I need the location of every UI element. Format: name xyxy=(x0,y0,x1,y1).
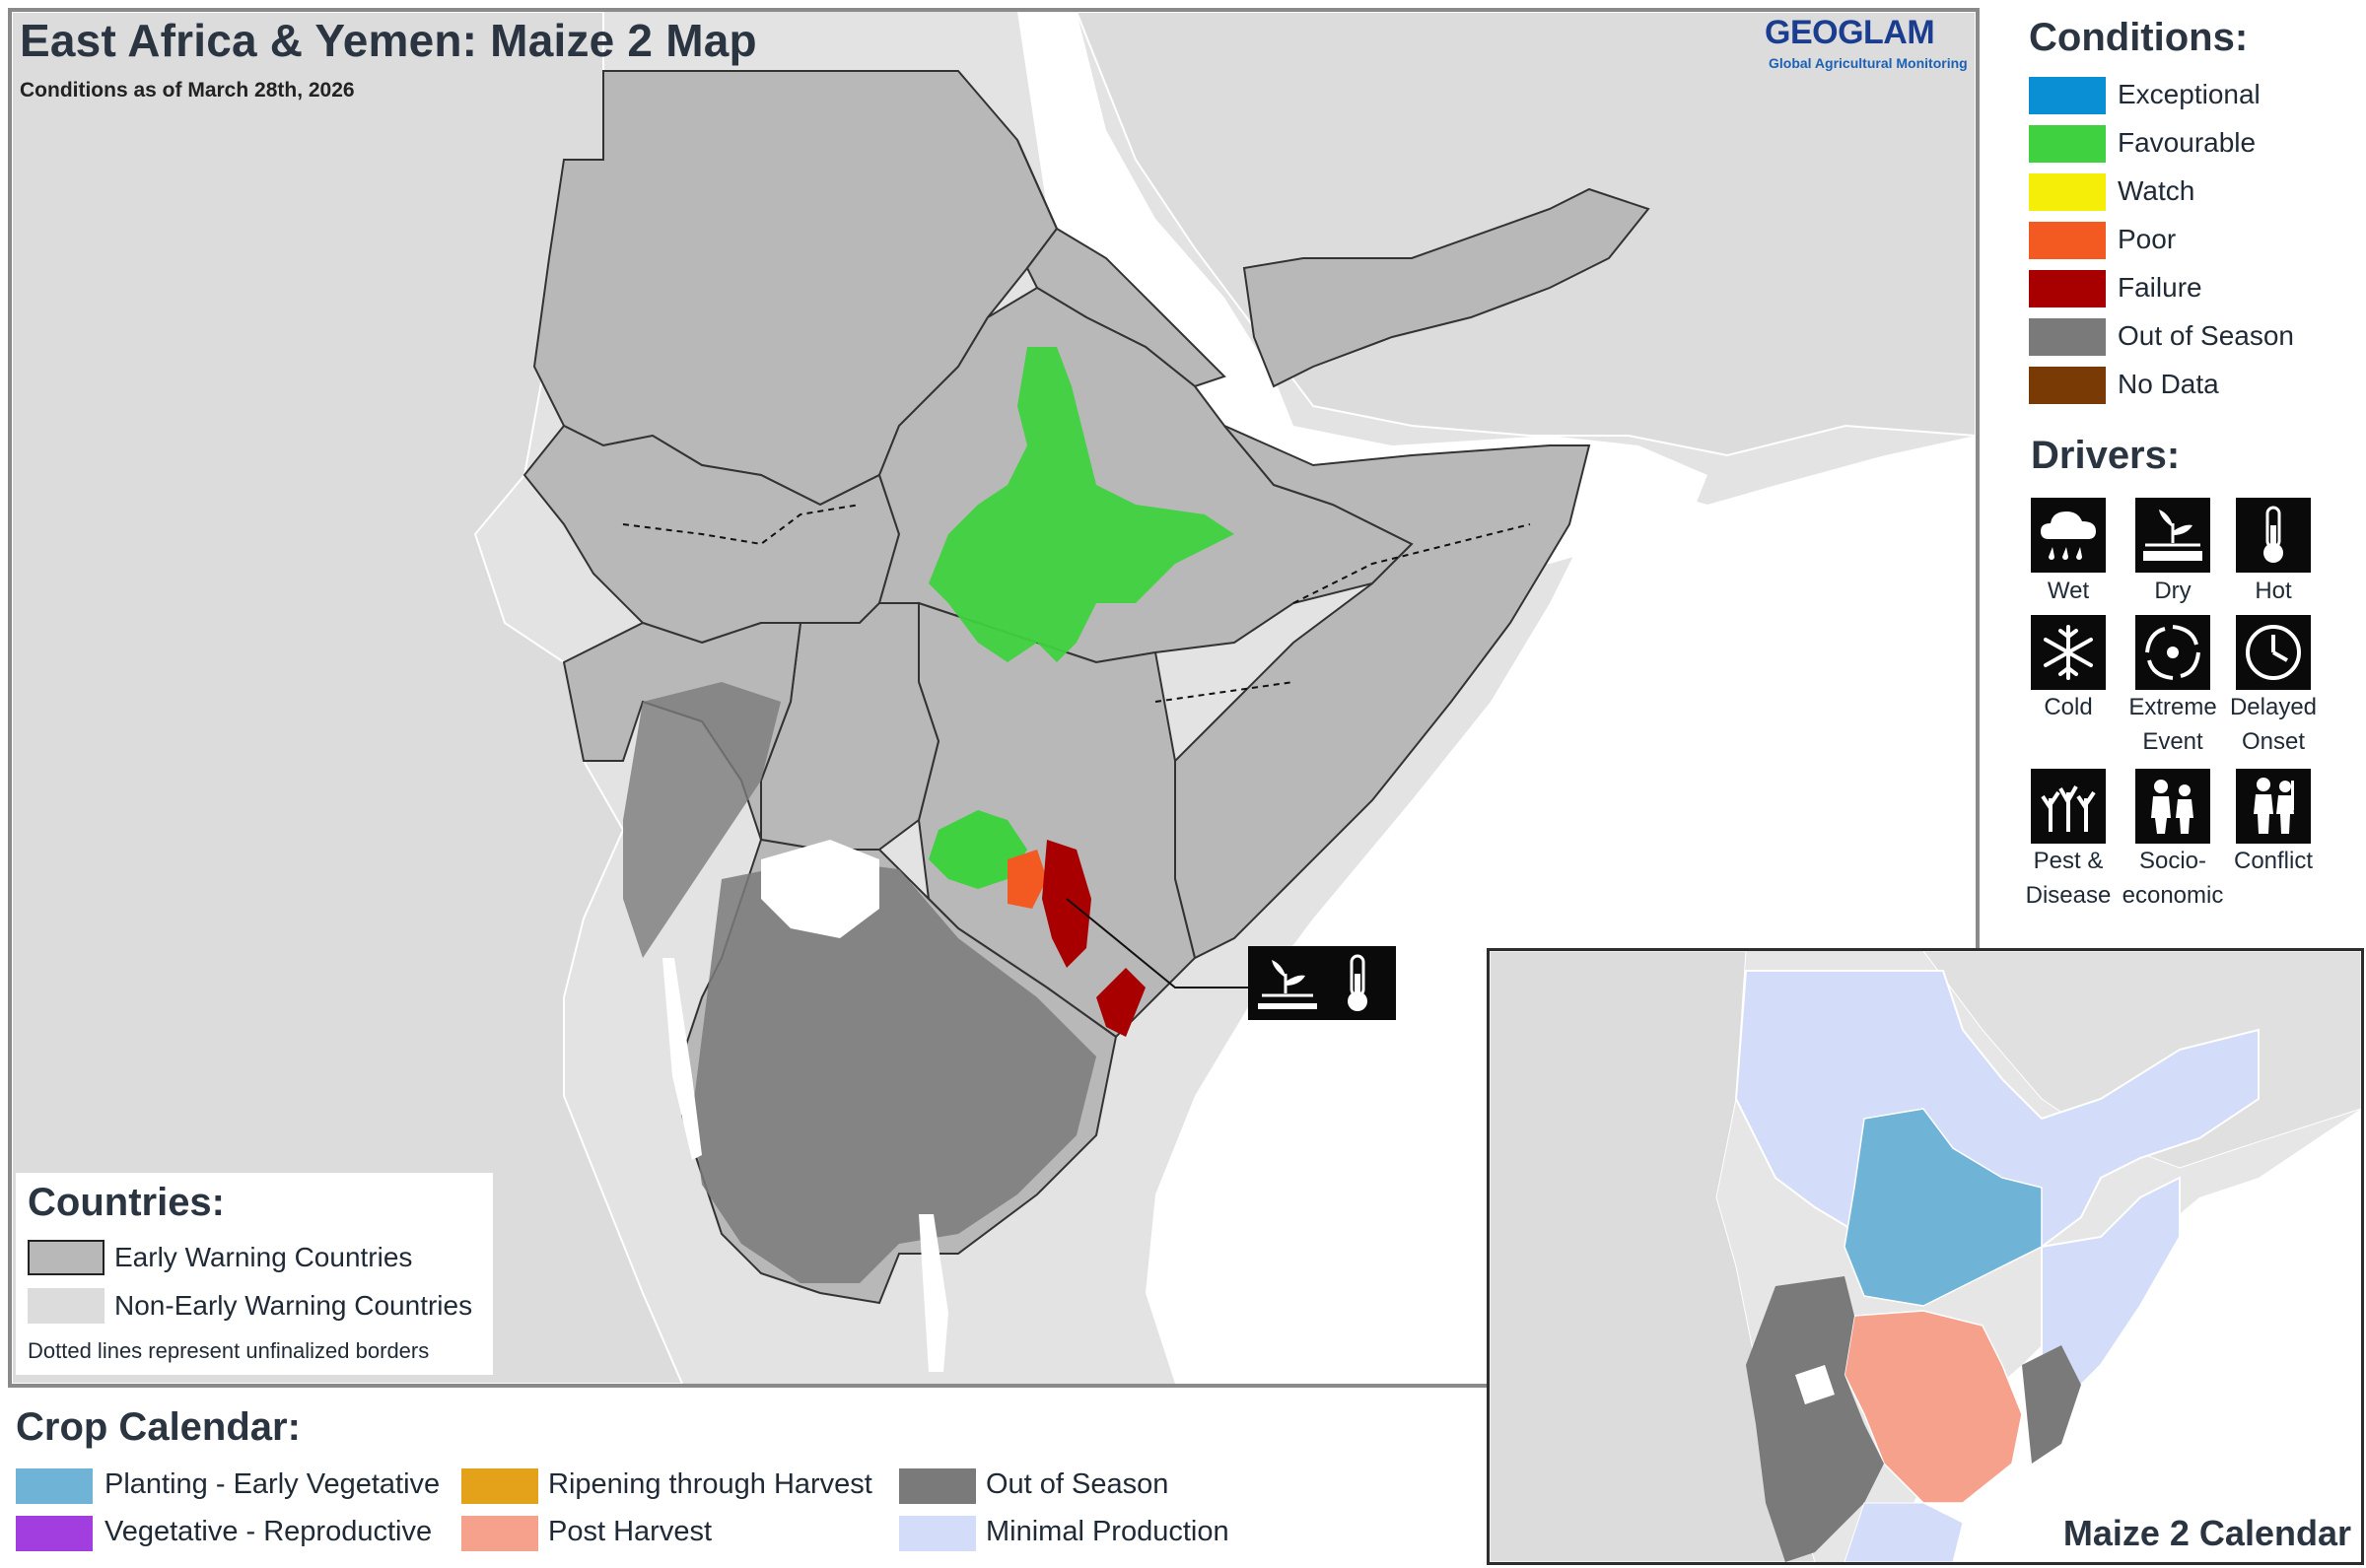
inset-canvas xyxy=(1490,951,2361,1562)
conflict-icon xyxy=(2236,769,2311,844)
label-cold: Cold xyxy=(2044,694,2093,720)
swatch-no-data xyxy=(2029,367,2106,404)
label-favourable: Favourable xyxy=(2118,127,2257,158)
swatch-early-warning xyxy=(28,1240,104,1275)
lake-tanganyika xyxy=(662,958,702,1160)
callout-leader xyxy=(1066,898,1252,989)
label-extreme-event: Extreme Event xyxy=(2128,694,2217,755)
inset-title: Maize 2 Calendar xyxy=(2062,1513,2351,1553)
swatch-minimal-production xyxy=(899,1516,976,1551)
failure-kenya xyxy=(1042,840,1091,968)
logo-tagline: Global Agricultural Monitoring xyxy=(1769,55,1968,71)
pest-disease-icon xyxy=(2031,769,2106,844)
failure-kenya-coast xyxy=(1096,968,1146,1037)
label-minimal-production: Minimal Production xyxy=(986,1516,1229,1547)
drivers-heading: Drivers: xyxy=(2031,434,2181,477)
somalia xyxy=(1174,425,1591,960)
disputed-border-kenya xyxy=(1154,681,1294,703)
lake-malawi xyxy=(919,1214,948,1372)
label-delayed-onset: Delayed Onset xyxy=(2229,694,2318,755)
swatch-non-early-warning xyxy=(28,1288,104,1324)
label-out-of-season: Out of Season xyxy=(2118,320,2295,351)
label-socio-economic: Socio-economic xyxy=(2122,848,2224,909)
dry-icon xyxy=(2135,498,2210,573)
geoglam-logo[interactable]: GEOGLAM Global Agricultural Monitoring xyxy=(1765,14,1972,73)
favourable-kenya xyxy=(929,810,1027,889)
inset-map[interactable]: Maize 2 Calendar xyxy=(1487,948,2364,1565)
label-pest-disease: Pest & Disease xyxy=(2025,848,2112,909)
inset-planting xyxy=(1844,1108,2043,1307)
callout-icons xyxy=(1258,954,1367,1011)
countries-legend: Countries: Early Warning Countries Non-E… xyxy=(16,1173,493,1375)
label-hot: Hot xyxy=(2255,578,2292,604)
disputed-border xyxy=(622,504,861,546)
countries-heading: Countries: xyxy=(28,1181,225,1224)
out-of-season-tanzania xyxy=(692,859,1096,1283)
out-of-season-west xyxy=(623,682,781,958)
swatch-favourable xyxy=(2029,125,2106,163)
swatch-cal-out-of-season xyxy=(899,1468,976,1504)
label-cal-out-of-season: Out of Season xyxy=(986,1468,1169,1500)
label-conflict: Conflict xyxy=(2233,848,2314,874)
inset-post-harvest xyxy=(1844,1310,2023,1504)
socio-economic-icon xyxy=(2135,769,2210,844)
swatch-vegetative xyxy=(16,1516,93,1551)
dry-icon xyxy=(1258,960,1317,1009)
wet-icon xyxy=(2031,498,2106,573)
label-vegetative: Vegetative - Reproductive xyxy=(104,1516,433,1547)
logo-name: GEOGLAM xyxy=(1765,14,1935,51)
label-no-data: No Data xyxy=(2118,369,2219,399)
map-title: East Africa & Yemen: Maize 2 Map xyxy=(20,15,757,66)
conditions-heading: Conditions: xyxy=(2029,16,2249,59)
swatch-planting xyxy=(16,1468,93,1504)
label-ripening: Ripening through Harvest xyxy=(548,1468,872,1500)
swatch-out-of-season xyxy=(2029,318,2106,356)
inset-out-of-season-coast xyxy=(2022,1345,2081,1464)
poor-kenya xyxy=(1008,850,1047,909)
swatch-ripening xyxy=(461,1468,538,1504)
swatch-failure xyxy=(2029,270,2106,307)
label-failure: Failure xyxy=(2118,272,2202,303)
crop-calendar-heading: Crop Calendar: xyxy=(16,1405,301,1449)
map-canvas xyxy=(12,12,1976,1384)
hot-icon xyxy=(2236,498,2311,573)
disputed-border-somaliland xyxy=(1292,523,1531,604)
borders-note: Dotted lines represent unfinalized borde… xyxy=(28,1338,430,1363)
swatch-poor xyxy=(2029,222,2106,259)
label-watch: Watch xyxy=(2118,175,2195,206)
label-early-warning: Early Warning Countries xyxy=(114,1242,413,1272)
label-planting: Planting - Early Vegetative xyxy=(104,1468,441,1500)
label-exceptional: Exceptional xyxy=(2118,79,2261,109)
main-map[interactable] xyxy=(8,8,1980,1388)
extreme-event-icon xyxy=(2135,615,2210,690)
swatch-watch xyxy=(2029,173,2106,211)
swatch-exceptional xyxy=(2029,77,2106,114)
drivers-callout[interactable] xyxy=(1248,946,1396,1020)
label-dry: Dry xyxy=(2154,578,2192,604)
yemen xyxy=(1242,187,1650,388)
favourable-ethiopia xyxy=(929,347,1234,662)
swatch-post-harvest xyxy=(461,1516,538,1551)
cold-icon xyxy=(2031,615,2106,690)
label-post-harvest: Post Harvest xyxy=(548,1516,712,1547)
hot-icon xyxy=(1348,954,1367,1011)
label-poor: Poor xyxy=(2118,224,2177,254)
delayed-onset-icon xyxy=(2236,615,2311,690)
label-non-early-warning: Non-Early Warning Countries xyxy=(114,1290,473,1321)
lake-victoria xyxy=(761,840,879,938)
map-subtitle: Conditions as of March 28th, 2026 xyxy=(20,79,355,102)
inset-tanzania xyxy=(1844,1502,1964,1562)
label-wet: Wet xyxy=(2047,578,2090,604)
inset-out-of-season xyxy=(1746,1276,1884,1562)
